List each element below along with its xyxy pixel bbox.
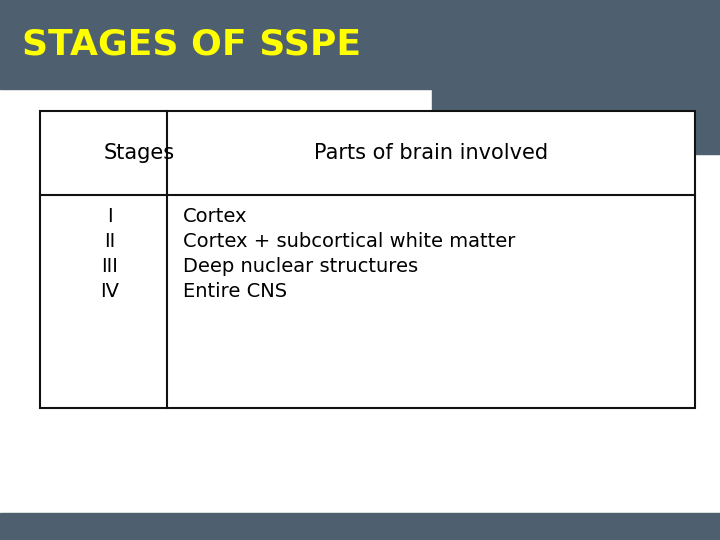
Text: Cortex: Cortex [183, 207, 248, 226]
Text: Entire CNS: Entire CNS [183, 282, 287, 301]
Text: IV: IV [100, 282, 120, 301]
Text: I: I [107, 207, 113, 226]
Bar [0, 0, 720, 89]
Text: STAGES OF SSPE: STAGES OF SSPE [22, 28, 361, 62]
Bar [432, 0, 720, 154]
Text: Cortex + subcortical white matter: Cortex + subcortical white matter [183, 232, 516, 251]
Bar [0, 513, 720, 540]
Text: Stages: Stages [104, 143, 175, 163]
Text: III: III [102, 257, 118, 276]
Bar [40, 111, 695, 408]
Text: Deep nuclear structures: Deep nuclear structures [183, 257, 418, 276]
Text: Parts of brain involved: Parts of brain involved [314, 143, 548, 163]
Text: II: II [104, 232, 115, 251]
